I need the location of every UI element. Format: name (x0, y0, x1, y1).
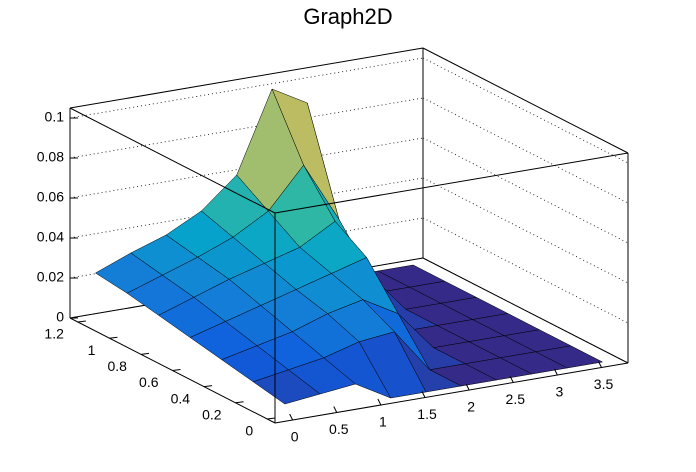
y-tick-label: 0.4 (171, 390, 191, 406)
z-tick-label: 0.06 (37, 189, 64, 205)
y-tick (77, 320, 86, 323)
box-edge (422, 47, 629, 154)
y-tick (109, 336, 118, 339)
z-tick-label: 0.1 (45, 109, 65, 125)
y-tick-label: 0.2 (202, 407, 222, 423)
x-tick (553, 368, 558, 376)
box-edge (274, 152, 629, 214)
x-tick-label: 0.5 (329, 421, 349, 437)
box-edge (69, 47, 424, 109)
y-tick-label: 0 (245, 423, 253, 439)
x-tick (509, 376, 514, 383)
x-tick-label: 3 (556, 384, 564, 400)
x-tick (598, 361, 602, 368)
y-tick-label: 0.6 (139, 374, 159, 390)
box-edge (274, 362, 629, 424)
surface-cell (252, 369, 321, 405)
z-tick-label: 0.08 (37, 149, 64, 165)
y-tick (267, 417, 276, 420)
x-tick (465, 383, 470, 391)
x-tick-label: 2.5 (506, 391, 526, 407)
x-tick-label: 1 (379, 414, 387, 430)
x-tick (421, 391, 426, 398)
y-tick (235, 401, 244, 404)
z-tick-label: 0.02 (37, 269, 64, 285)
x-tick-label: 3.5 (594, 376, 614, 392)
x-tick-label: 2 (467, 399, 475, 415)
y-tick-label: 1.2 (44, 326, 64, 342)
y-tick (203, 385, 213, 388)
y-tick-label: 1 (88, 342, 96, 358)
z-tick-label: 0.04 (37, 229, 64, 245)
x-tick-label: 0 (291, 429, 299, 445)
x-tick (377, 398, 382, 406)
y-tick (172, 369, 181, 371)
chart-title: Graph2D (303, 4, 392, 29)
x-tick-label: 1.5 (417, 406, 437, 422)
box-edge (422, 257, 629, 364)
z-tick-label: 0 (56, 309, 64, 325)
x-tick (333, 406, 338, 413)
y-tick (140, 352, 150, 355)
y-tick-label: 0.8 (107, 358, 127, 374)
box-edge (69, 107, 276, 214)
x-tick (289, 413, 294, 421)
